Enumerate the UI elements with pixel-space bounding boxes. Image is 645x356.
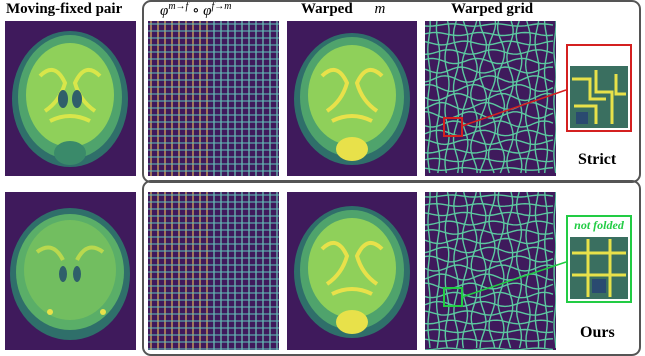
brain-warped-strict <box>287 21 417 176</box>
inset-zoom-strict <box>566 44 632 132</box>
warped-grid-line-horizontal <box>425 328 554 334</box>
warped-grid-line-horizontal <box>425 66 554 74</box>
warped-grid-line-horizontal <box>425 202 554 208</box>
circ-symbol: ∘ <box>192 3 200 19</box>
warped-grid-strict <box>425 21 556 176</box>
grid-lines <box>148 21 279 176</box>
warped-grid-line-horizontal <box>425 264 554 272</box>
method-label-ours: Ours <box>580 324 615 341</box>
warped-grid-line-vertical <box>524 21 532 174</box>
warped-grid-line-horizontal <box>425 148 554 154</box>
warped-grid-line-horizontal <box>425 166 554 172</box>
warped-grid-line-horizontal <box>425 300 554 308</box>
grid-composition-strict <box>148 21 279 176</box>
warped-grid-line-horizontal <box>425 319 554 325</box>
warped-grid-line-horizontal <box>425 211 554 217</box>
warped-grid-line-horizontal <box>425 75 554 83</box>
warped-word: Warped <box>301 1 353 17</box>
m-symbol: m <box>374 1 386 17</box>
phi-symbol-2: φ <box>203 3 212 19</box>
warped-grid-line-horizontal <box>425 157 554 163</box>
warped-grid-line-vertical <box>488 192 496 349</box>
warped-grid-line-vertical <box>497 192 505 349</box>
brain-moving-fixed-strict <box>5 21 136 176</box>
fold-highlight-box <box>443 117 463 137</box>
brain-moving-fixed-ours <box>5 192 136 350</box>
warped-grid-line-horizontal <box>425 229 554 235</box>
warped-grid-line-vertical <box>515 21 523 174</box>
warped-grid-line-horizontal <box>425 120 554 128</box>
warped-grid-line-horizontal <box>425 338 554 342</box>
warped-grid-line-vertical <box>543 192 549 349</box>
header-moving-fixed-pair: Moving-fixed pair <box>6 1 123 17</box>
warped-grid-line-horizontal <box>425 48 554 55</box>
warped-grid-line-vertical <box>470 192 478 349</box>
warped-grid-line-horizontal <box>425 220 554 226</box>
header-warped-grid: Warped grid <box>451 1 534 17</box>
warped-grid-line-horizontal <box>425 23 554 27</box>
inset-label-not-folded: not folded <box>574 218 624 232</box>
warped-grid-line-horizontal <box>425 92 554 102</box>
warped-grid-line-horizontal <box>425 83 554 93</box>
strict-row-box <box>142 0 641 183</box>
header-warped-m: Warped m <box>301 1 385 18</box>
warped-grid-line-horizontal <box>425 40 554 46</box>
phi-symbol-1: φ <box>160 3 169 19</box>
warped-grid-line-vertical <box>496 21 506 174</box>
warped-grid-line-horizontal <box>425 310 554 316</box>
warped-grid-line-horizontal <box>425 246 554 254</box>
brain-warped-ours <box>287 192 417 350</box>
warped-grid-line-vertical <box>427 21 431 174</box>
inset-zoom-ours <box>566 215 632 303</box>
warped-grid-line-vertical <box>453 192 459 349</box>
warped-grid-line-vertical <box>470 21 478 174</box>
warped-grid-line-vertical <box>553 21 556 174</box>
warped-grid-line-vertical <box>444 192 450 349</box>
warped-grid-line-vertical <box>506 21 514 174</box>
warped-grid-line-horizontal <box>425 194 554 198</box>
warped-grid-line-horizontal <box>425 31 554 37</box>
warped-grid-line-vertical <box>487 21 497 174</box>
warped-grid-line-horizontal <box>425 129 554 137</box>
warped-grid-line-horizontal <box>425 347 554 350</box>
warped-grid-line-vertical <box>478 21 488 174</box>
warped-grid-line-horizontal <box>425 237 554 245</box>
warped-grid-line-horizontal <box>425 255 554 263</box>
warped-grid-line-horizontal <box>425 291 554 299</box>
method-label-strict: Strict <box>578 151 617 168</box>
mf-superscript: m→f <box>168 1 189 12</box>
warped-grid-line-horizontal <box>425 138 554 146</box>
warped-grid-line-vertical <box>461 192 469 349</box>
header-composition: φm→f ∘ φf→m <box>160 1 231 20</box>
warped-grid-line-vertical <box>534 192 540 349</box>
warped-grid-line-vertical <box>553 192 556 349</box>
fm-superscript: f→m <box>211 1 232 12</box>
warped-grid-line-horizontal <box>425 57 554 65</box>
warped-grid-ours <box>425 192 556 350</box>
ours-row-box <box>142 180 641 356</box>
warped-grid-line-vertical <box>452 21 460 174</box>
warped-grid-line-vertical <box>435 21 441 174</box>
grid-composition-ours <box>148 192 279 350</box>
